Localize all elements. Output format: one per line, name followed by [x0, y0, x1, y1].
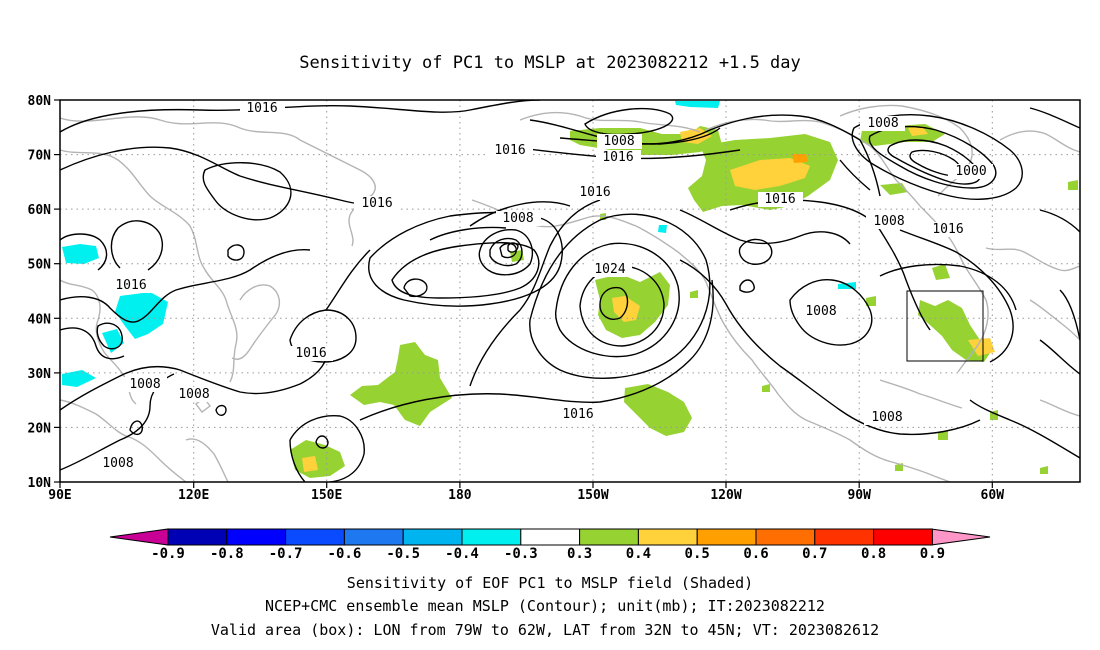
contour-label: 1016	[494, 143, 525, 158]
contour-label: 1000	[955, 164, 986, 179]
figure-title: Sensitivity of PC1 to MSLP at 2023082212…	[299, 53, 801, 73]
latitude-labels: 80N 70N 60N 50N 40N 30N 20N 10N	[28, 94, 52, 491]
colorbar-left-arrow	[109, 528, 169, 546]
colorbar-label: -0.4	[445, 546, 479, 562]
shade-cyan-sea-of-japan	[62, 244, 99, 264]
colorbar-box	[637, 528, 698, 546]
axis-ticks	[54, 99, 993, 488]
contour-label: 1016	[602, 150, 633, 165]
contour-label: 1008	[867, 116, 898, 131]
contour-label: 1016	[246, 101, 277, 116]
colorbar-box	[579, 528, 639, 546]
colorbar-box	[285, 528, 345, 546]
colorbar-label: -0.8	[210, 546, 244, 562]
shade-orange-canada	[792, 154, 808, 163]
contour-label: 1008	[805, 304, 836, 319]
colorbar-box	[873, 528, 933, 546]
lat-label: 30N	[28, 367, 52, 382]
contour-label: 1024	[594, 262, 625, 277]
colorbar-box	[402, 528, 463, 546]
lat-label: 80N	[28, 94, 52, 109]
contour-label: 1008	[102, 456, 133, 471]
contour-label: 1008	[178, 387, 209, 402]
colorbar-label: -0.7	[269, 546, 303, 562]
shade-cyan-arctic	[675, 101, 720, 108]
contour-label: 1016	[295, 346, 326, 361]
contour-label: 1016	[361, 196, 392, 211]
lat-label: 40N	[28, 312, 52, 327]
colorbar-right-arrow	[930, 528, 991, 546]
lon-label: 150W	[577, 488, 608, 503]
shade-cyan-pacific	[658, 225, 667, 233]
mslp-contours	[60, 100, 1080, 482]
lon-label: 60W	[981, 488, 1005, 503]
contour-label: 1008	[603, 134, 634, 149]
contour-label: 1008	[129, 377, 160, 392]
colorbar-box	[167, 528, 228, 546]
colorbar-box	[755, 528, 816, 546]
colorbar: -0.9 -0.8 -0.7 -0.6 -0.5 -0.4 -0.3 0.3 0.4 0.5 0.6…	[109, 528, 991, 562]
colorbar-box	[696, 528, 757, 546]
colorbar-label: -0.3	[504, 546, 538, 562]
caption-line-2: NCEP+CMC ensemble mean MSLP (Contour); u…	[265, 597, 825, 615]
colorbar-box	[461, 528, 522, 546]
colorbar-label: 0.7	[802, 546, 827, 562]
contour-label: 1016	[115, 278, 146, 293]
lon-label: 120W	[710, 488, 741, 503]
colorbar-label: -0.6	[328, 546, 362, 562]
contour-labels: 1016 1016 1016 1016 1016 1016 1016 1016 …	[96, 101, 993, 471]
shade-yellow-greenland	[908, 126, 928, 136]
colorbar-label: 0.3	[567, 546, 592, 562]
contour-label: 1008	[502, 211, 533, 226]
colorbar-label: -0.9	[151, 546, 185, 562]
colorbar-box	[814, 528, 875, 546]
contour-label: 1016	[932, 222, 963, 237]
lon-label: 150E	[311, 488, 342, 503]
colorbar-box	[343, 528, 404, 546]
colorbar-label: 0.4	[626, 546, 651, 562]
contour-label: 1008	[871, 410, 902, 425]
lat-label: 70N	[28, 149, 52, 164]
colorbar-label: 0.9	[920, 546, 945, 562]
contour-label: 1016	[562, 407, 593, 422]
caption-line-1: Sensitivity of EOF PC1 to MSLP field (Sh…	[347, 574, 753, 592]
colorbar-label: 0.6	[743, 546, 768, 562]
colorbar-box	[226, 528, 287, 546]
lat-label: 60N	[28, 203, 52, 218]
lat-label: 50N	[28, 258, 52, 273]
shade-cyan-east-china	[115, 292, 168, 339]
valid-area-box	[906, 290, 984, 362]
contour-label: 1016	[579, 185, 610, 200]
lon-label: 120E	[178, 488, 209, 503]
map-frame	[59, 99, 1081, 483]
longitude-labels: 90E 120E 150E 180 150W 120W 90W 60W	[48, 488, 1004, 503]
shade-cyan-south	[62, 370, 96, 387]
lon-label: 180	[448, 488, 472, 503]
contour-label: 1016	[764, 192, 795, 207]
colorbar-label: 0.8	[861, 546, 886, 562]
shade-green-central-pacific	[350, 342, 452, 426]
lat-label: 20N	[28, 421, 52, 436]
shade-yellow-valid-area	[968, 338, 995, 356]
lat-label: 10N	[28, 476, 52, 491]
shade-green-ontario	[932, 264, 950, 280]
colorbar-label: 0.5	[685, 546, 710, 562]
colorbar-label: -0.5	[386, 546, 420, 562]
lon-label: 90W	[847, 488, 871, 503]
caption-line-3: Valid area (box): LON from 79W to 62W, L…	[211, 621, 879, 639]
map-panel: 1016 1016 1016 1016 1016 1016 1016 1016 …	[28, 94, 1081, 503]
shade-yellow-tropical-low	[302, 456, 318, 472]
coastlines	[60, 104, 1080, 482]
colorbar-box	[520, 528, 581, 546]
lon-label: 90E	[48, 488, 71, 503]
contour-label: 1008	[873, 214, 904, 229]
caption: Sensitivity of EOF PC1 to MSLP field (Sh…	[211, 574, 879, 639]
shade-green-atlantic	[1068, 180, 1078, 190]
shade-yellow-canada	[730, 158, 810, 190]
shade-green-hawaii	[624, 384, 692, 436]
